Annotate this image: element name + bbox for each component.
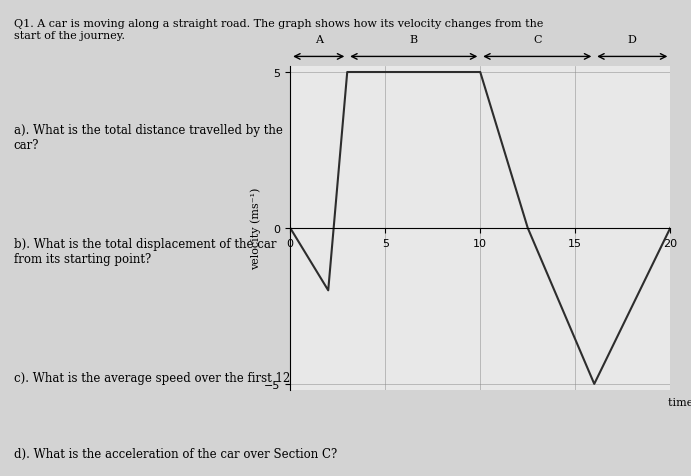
X-axis label: time (s): time (s) bbox=[668, 397, 691, 407]
Text: B: B bbox=[410, 35, 418, 45]
Text: b). What is the total displacement of the car
from its starting point?: b). What is the total displacement of th… bbox=[14, 238, 276, 266]
Text: d). What is the acceleration of the car over Section C?: d). What is the acceleration of the car … bbox=[14, 447, 337, 460]
Text: A: A bbox=[314, 35, 323, 45]
Text: a). What is the total distance travelled by the
car?: a). What is the total distance travelled… bbox=[14, 124, 283, 152]
Text: c). What is the average speed over the first 12.5 seconds?: c). What is the average speed over the f… bbox=[14, 371, 359, 384]
Text: Q1. A car is moving along a straight road. The graph shows how its velocity chan: Q1. A car is moving along a straight roa… bbox=[14, 19, 543, 40]
Text: C: C bbox=[533, 35, 542, 45]
Y-axis label: velocity (ms⁻¹): velocity (ms⁻¹) bbox=[251, 188, 261, 269]
Text: D: D bbox=[628, 35, 636, 45]
